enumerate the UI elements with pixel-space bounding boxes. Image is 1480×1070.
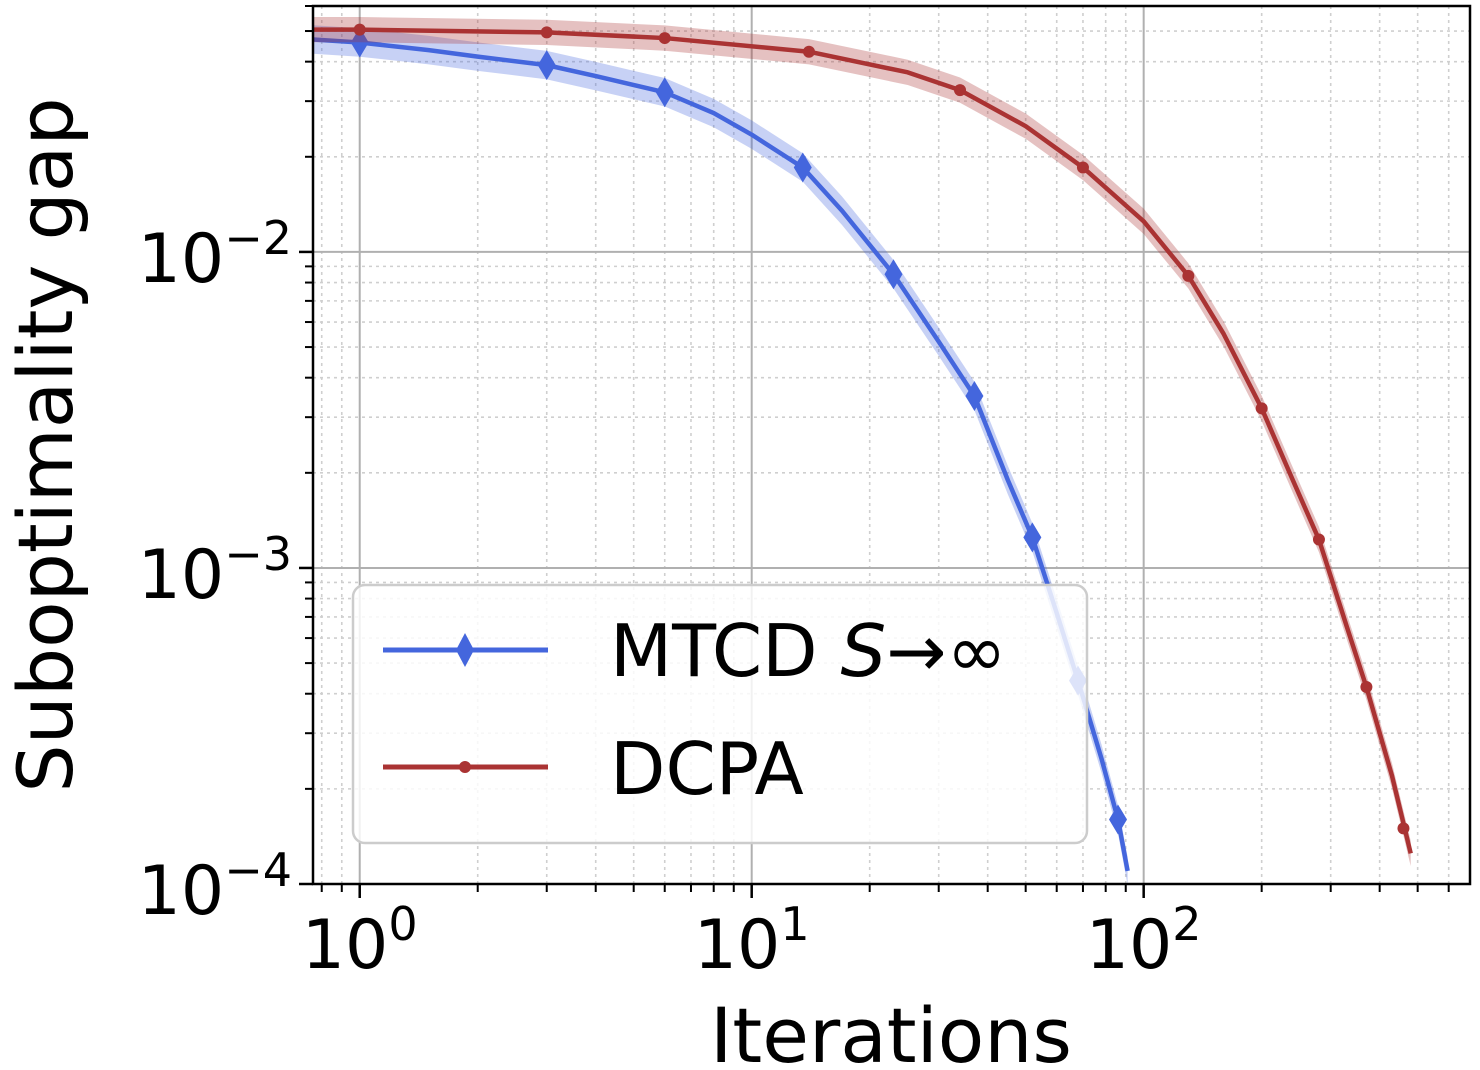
tick-marks: [299, 5, 1450, 898]
y-tick-label-0: 10−2: [138, 211, 292, 299]
legend-marker-mtcd: [456, 633, 474, 667]
series-1-marker: [658, 32, 671, 45]
y-tick-label-1: 10−3: [138, 527, 292, 615]
y-tick-base: 10: [138, 220, 225, 299]
series-0-marker: [537, 50, 556, 81]
legend: MTCD S→∞ DCPA: [351, 583, 1089, 845]
series-0-marker: [655, 77, 674, 108]
x-tick-exponent: 1: [780, 897, 809, 951]
series-0-marker: [793, 152, 812, 183]
x-tick-base: 10: [694, 906, 781, 985]
x-tick-labels: 100 101 102: [302, 897, 1202, 985]
y-axis-label: Suboptimality gap: [1, 97, 90, 792]
legend-label-mtcd-math: S: [840, 609, 886, 693]
series-0-marker: [1023, 522, 1042, 553]
series-1-marker: [1255, 402, 1268, 415]
x-tick-label-0: 100: [302, 897, 418, 985]
y-tick-label-2: 10−4: [138, 843, 292, 931]
series-1-marker: [1076, 161, 1089, 174]
x-axis-label: Iterations: [710, 991, 1072, 1070]
legend-label-dcpa: DCPA: [610, 727, 804, 811]
series-1-marker: [540, 26, 553, 39]
x-tick-label-1: 101: [694, 897, 810, 985]
series-0-marker: [965, 381, 984, 412]
legend-label-mtcd-suffix: →∞: [886, 609, 1006, 693]
y-tick-base: 10: [138, 852, 225, 931]
plot-frame: [311, 4, 1472, 886]
legend-label-mtcd: MTCD S→∞: [610, 609, 1007, 693]
series-0-marker: [1108, 804, 1127, 835]
x-tick-base: 10: [1086, 906, 1173, 985]
series-1-marker: [802, 45, 815, 58]
series-1-marker: [1182, 269, 1195, 282]
legend-label-mtcd-prefix: MTCD: [610, 609, 840, 693]
y-tick-exponent: −2: [224, 211, 292, 265]
y-tick-exponent: −4: [224, 843, 292, 897]
series-1-marker: [1312, 533, 1325, 546]
y-tick-labels: 10−210−310−4: [138, 211, 292, 931]
legend-marker-dcpa: [459, 761, 471, 773]
x-tick-label-2: 102: [1086, 897, 1202, 985]
series-1-marker: [1360, 681, 1373, 694]
series-0-marker: [884, 259, 903, 290]
x-tick-exponent: 0: [388, 897, 417, 951]
y-tick-exponent: −3: [224, 527, 292, 581]
series-1-marker: [954, 84, 967, 97]
series-1-marker: [353, 23, 366, 36]
series-1-marker: [1397, 822, 1410, 835]
y-tick-base: 10: [138, 536, 225, 615]
series-0-marker: [350, 27, 369, 58]
x-tick-base: 10: [302, 906, 389, 985]
x-tick-exponent: 2: [1172, 897, 1201, 951]
